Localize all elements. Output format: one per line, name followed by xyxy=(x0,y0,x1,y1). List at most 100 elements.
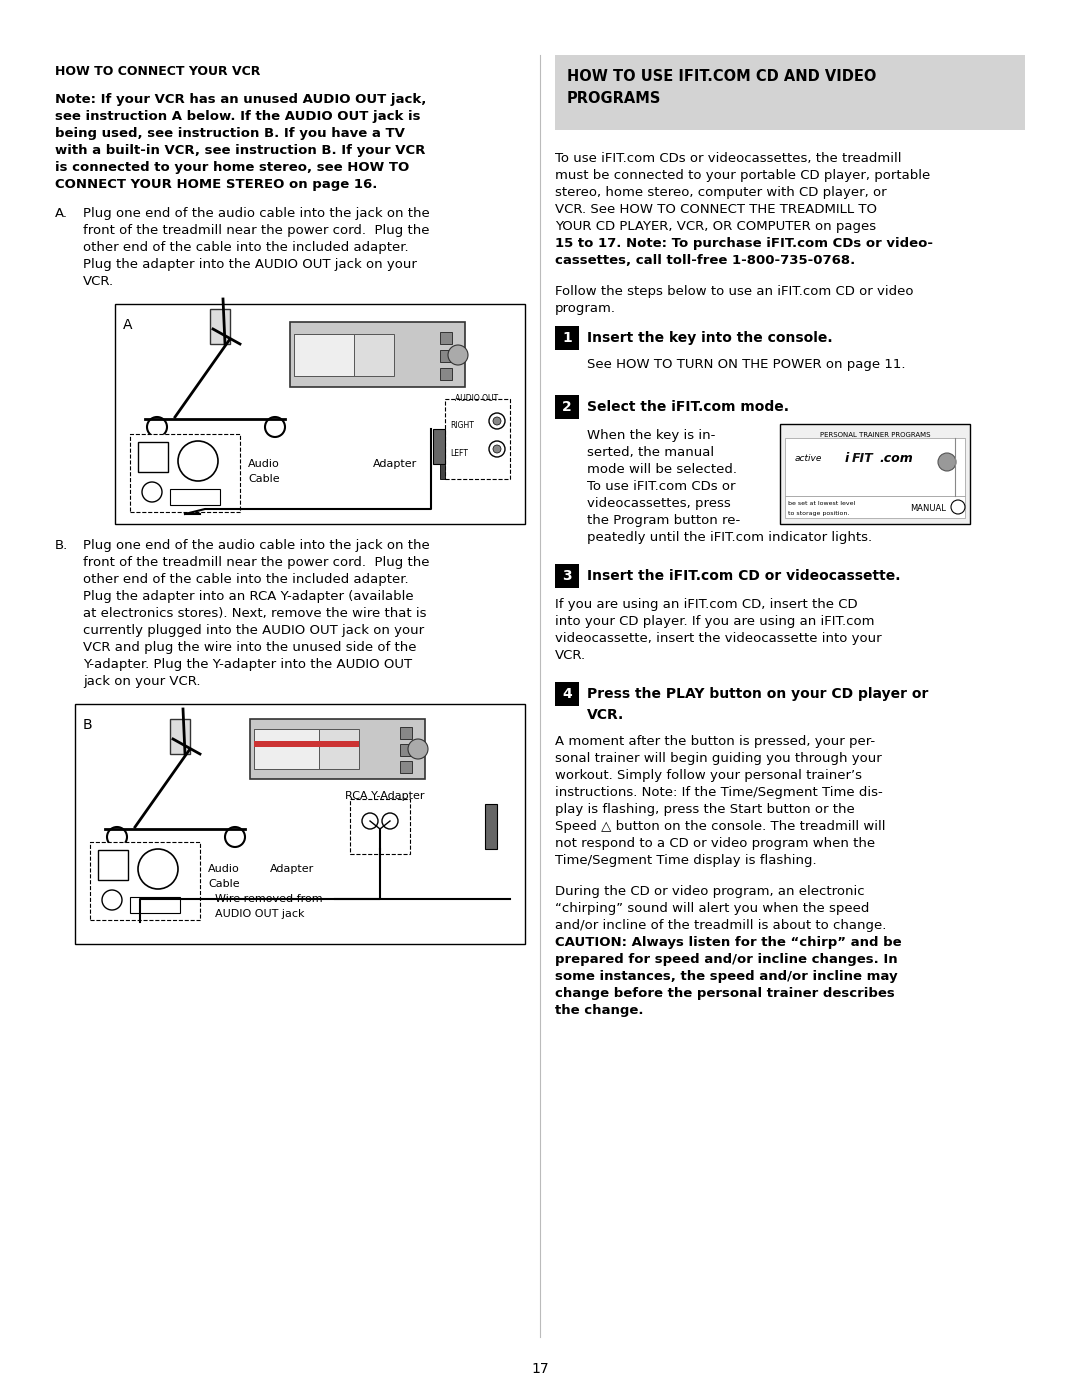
Text: VCR. See HOW TO CONNECT THE TREADMILL TO: VCR. See HOW TO CONNECT THE TREADMILL TO xyxy=(555,203,877,217)
Text: not respond to a CD or video program when the: not respond to a CD or video program whe… xyxy=(555,837,875,849)
Text: If you are using an iFIT.com CD, insert the CD: If you are using an iFIT.com CD, insert … xyxy=(555,598,858,610)
Text: be set at lowest level: be set at lowest level xyxy=(788,502,855,506)
Text: 1: 1 xyxy=(562,331,572,345)
Text: Select the iFIT.com mode.: Select the iFIT.com mode. xyxy=(588,400,789,414)
Text: See HOW TO TURN ON THE POWER on page 11.: See HOW TO TURN ON THE POWER on page 11. xyxy=(588,358,905,372)
Bar xyxy=(555,682,579,705)
Text: into your CD player. If you are using an iFIT.com: into your CD player. If you are using an… xyxy=(555,615,875,629)
Text: Insert the iFIT.com CD or videocassette.: Insert the iFIT.com CD or videocassette. xyxy=(588,569,901,583)
Bar xyxy=(114,305,525,524)
Text: CAUTION: Always listen for the “chirp” and be: CAUTION: Always listen for the “chirp” a… xyxy=(555,936,902,949)
Text: To use iFIT.com CDs or: To use iFIT.com CDs or xyxy=(588,481,735,493)
Text: A.: A. xyxy=(55,207,68,219)
Text: Y-adapter. Plug the Y-adapter into the AUDIO OUT: Y-adapter. Plug the Y-adapter into the A… xyxy=(83,658,413,671)
Text: MANUAL: MANUAL xyxy=(910,504,946,513)
Bar xyxy=(440,332,453,344)
Text: being used, see instruction B. If you have a TV: being used, see instruction B. If you ha… xyxy=(55,127,405,140)
Text: VCR.: VCR. xyxy=(83,275,114,288)
Text: to storage position.: to storage position. xyxy=(788,511,849,515)
Text: i: i xyxy=(845,453,849,465)
Bar xyxy=(90,842,200,921)
Bar xyxy=(555,326,579,351)
Text: B.: B. xyxy=(55,539,68,552)
Circle shape xyxy=(448,345,468,365)
Text: must be connected to your portable CD player, portable: must be connected to your portable CD pl… xyxy=(555,169,930,182)
Text: .com: .com xyxy=(879,453,913,465)
Text: Audio: Audio xyxy=(248,460,280,469)
Circle shape xyxy=(951,500,966,514)
Bar xyxy=(780,425,970,524)
Text: Speed △ button on the console. The treadmill will: Speed △ button on the console. The tread… xyxy=(555,820,886,833)
Text: Adapter: Adapter xyxy=(373,460,417,469)
Text: During the CD or video program, an electronic: During the CD or video program, an elect… xyxy=(555,886,865,898)
Bar xyxy=(555,564,579,588)
Text: A: A xyxy=(123,319,133,332)
Bar xyxy=(555,54,1025,130)
Bar xyxy=(400,726,411,739)
Text: Plug the adapter into an RCA Y-adapter (available: Plug the adapter into an RCA Y-adapter (… xyxy=(83,590,414,604)
Circle shape xyxy=(265,416,285,437)
Circle shape xyxy=(382,813,399,828)
Text: videocassettes, press: videocassettes, press xyxy=(588,497,731,510)
Text: “chirping” sound will alert you when the speed: “chirping” sound will alert you when the… xyxy=(555,902,869,915)
Bar xyxy=(130,434,240,511)
Bar xyxy=(400,761,411,773)
Text: Follow the steps below to use an iFIT.com CD or video: Follow the steps below to use an iFIT.co… xyxy=(555,285,914,298)
Text: HOW TO CONNECT YOUR VCR: HOW TO CONNECT YOUR VCR xyxy=(55,66,260,78)
Text: peatedly until the iFIT.com indicator lights.: peatedly until the iFIT.com indicator li… xyxy=(588,531,873,543)
Text: Press the PLAY button on your CD player or: Press the PLAY button on your CD player … xyxy=(588,687,929,701)
Text: currently plugged into the AUDIO OUT jack on your: currently plugged into the AUDIO OUT jac… xyxy=(83,624,424,637)
Text: cassettes, call toll-free 1-800-735-0768.: cassettes, call toll-free 1-800-735-0768… xyxy=(555,254,855,267)
Text: Plug the adapter into the AUDIO OUT jack on your: Plug the adapter into the AUDIO OUT jack… xyxy=(83,258,417,271)
Text: instructions. Note: If the Time/Segment Time dis-: instructions. Note: If the Time/Segment … xyxy=(555,787,882,799)
Bar xyxy=(445,400,510,479)
Text: B: B xyxy=(83,718,93,732)
Circle shape xyxy=(138,849,178,888)
Text: Time/Segment Time display is flashing.: Time/Segment Time display is flashing. xyxy=(555,854,816,868)
Text: prepared for speed and/or incline changes. In: prepared for speed and/or incline change… xyxy=(555,953,897,965)
Bar xyxy=(254,740,359,747)
Bar xyxy=(294,334,354,376)
Bar xyxy=(785,496,966,518)
Bar xyxy=(130,897,180,914)
Text: some instances, the speed and/or incline may: some instances, the speed and/or incline… xyxy=(555,970,897,983)
Text: When the key is in-: When the key is in- xyxy=(588,429,715,441)
Text: front of the treadmill near the power cord.  Plug the: front of the treadmill near the power co… xyxy=(83,224,430,237)
Text: 3: 3 xyxy=(563,569,571,583)
Circle shape xyxy=(178,441,218,481)
Circle shape xyxy=(489,441,505,457)
Bar xyxy=(170,719,190,754)
Text: To use iFIT.com CDs or videocassettes, the treadmill: To use iFIT.com CDs or videocassettes, t… xyxy=(555,152,902,165)
Text: A moment after the button is pressed, your per-: A moment after the button is pressed, yo… xyxy=(555,735,875,747)
Bar xyxy=(75,704,525,944)
Circle shape xyxy=(362,813,378,828)
Text: is connected to your home stereo, see HOW TO: is connected to your home stereo, see HO… xyxy=(55,161,409,175)
Text: videocassette, insert the videocassette into your: videocassette, insert the videocassette … xyxy=(555,631,881,645)
Bar xyxy=(170,489,220,504)
Circle shape xyxy=(225,827,245,847)
Text: workout. Simply follow your personal trainer’s: workout. Simply follow your personal tra… xyxy=(555,768,862,782)
Text: serted, the manual: serted, the manual xyxy=(588,446,714,460)
Text: Plug one end of the audio cable into the jack on the: Plug one end of the audio cable into the… xyxy=(83,539,430,552)
Text: CONNECT YOUR HOME STEREO on page 16.: CONNECT YOUR HOME STEREO on page 16. xyxy=(55,177,377,191)
Text: sonal trainer will begin guiding you through your: sonal trainer will begin guiding you thr… xyxy=(555,752,881,766)
Text: AUDIO OUT: AUDIO OUT xyxy=(456,394,499,402)
Text: other end of the cable into the included adapter.: other end of the cable into the included… xyxy=(83,573,408,585)
Text: 15 to 17. Note: To purchase iFIT.com CDs or video-: 15 to 17. Note: To purchase iFIT.com CDs… xyxy=(555,237,933,250)
Text: Cable: Cable xyxy=(208,879,240,888)
Circle shape xyxy=(939,453,956,471)
Bar xyxy=(433,429,445,464)
Text: HOW TO USE IFIT.COM CD AND VIDEO: HOW TO USE IFIT.COM CD AND VIDEO xyxy=(567,68,876,84)
Bar xyxy=(210,309,230,344)
Circle shape xyxy=(147,416,167,437)
Text: Note: If your VCR has an unused AUDIO OUT jack,: Note: If your VCR has an unused AUDIO OU… xyxy=(55,94,427,106)
Bar xyxy=(138,441,168,472)
Text: PROGRAMS: PROGRAMS xyxy=(567,91,661,106)
Text: Adapter: Adapter xyxy=(270,863,314,875)
Text: play is flashing, press the Start button or the: play is flashing, press the Start button… xyxy=(555,803,854,816)
Bar xyxy=(254,729,359,768)
Circle shape xyxy=(102,890,122,909)
Text: change before the personal trainer describes: change before the personal trainer descr… xyxy=(555,988,894,1000)
Text: VCR.: VCR. xyxy=(588,708,624,722)
Text: jack on your VCR.: jack on your VCR. xyxy=(83,675,201,687)
